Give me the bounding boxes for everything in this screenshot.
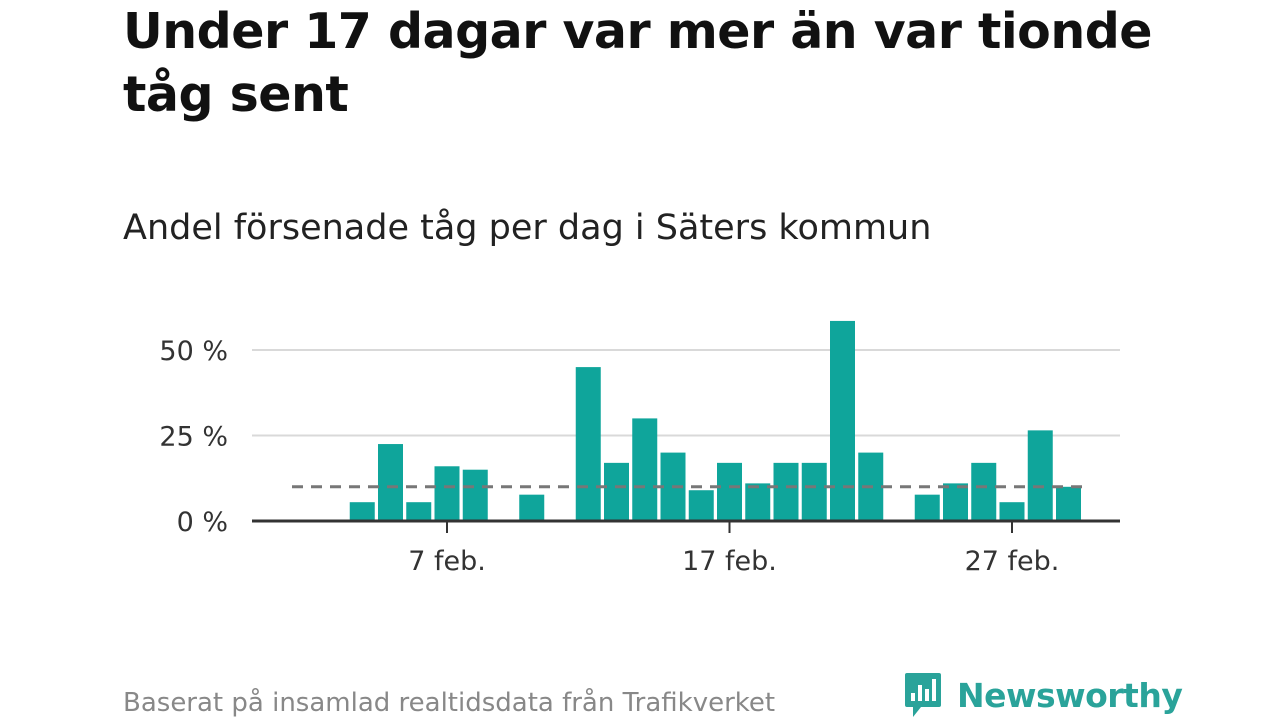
bar [830, 320, 855, 521]
bar [971, 462, 997, 521]
bar [1027, 430, 1053, 521]
bar [717, 462, 742, 521]
y-axis-labels: 0 % 25 % 50 % [159, 336, 228, 538]
chart-title: Under 17 dagar var mer än var tionde tåg… [123, 3, 1153, 123]
x-tick-label: 17 feb. [682, 546, 777, 577]
newsworthy-logo-icon [905, 673, 941, 717]
bar [773, 462, 799, 521]
bar [914, 494, 940, 521]
x-axis-labels: 7 feb. 17 feb. 27 feb. [408, 546, 1059, 577]
bar [349, 502, 375, 521]
x-tick-label: 7 feb. [408, 546, 486, 577]
source-note: Baserat på insamlad realtidsdata från Tr… [123, 688, 776, 718]
bar [378, 444, 403, 521]
bar [604, 462, 629, 521]
bar [943, 483, 968, 521]
bar [999, 502, 1025, 521]
bar [406, 502, 432, 521]
bar [462, 469, 488, 521]
bar [434, 466, 460, 521]
y-tick-label: 25 % [159, 422, 228, 453]
bar [575, 367, 601, 521]
bar [745, 483, 771, 521]
y-tick-label: 50 % [159, 336, 228, 367]
bar [801, 462, 827, 521]
bar [632, 418, 658, 521]
grid-lines [252, 349, 1120, 437]
brand-name: Newsworthy [957, 675, 1183, 715]
chart-subtitle: Andel försenade tåg per dag i Säters kom… [123, 208, 932, 248]
bar [1056, 486, 1081, 521]
bar [519, 494, 545, 521]
x-axis [252, 519, 1120, 533]
y-tick-label: 0 % [177, 507, 228, 538]
x-tick-label: 27 feb. [965, 546, 1060, 577]
newsworthy-logo: Newsworthy [903, 670, 1183, 720]
bar [688, 490, 714, 521]
